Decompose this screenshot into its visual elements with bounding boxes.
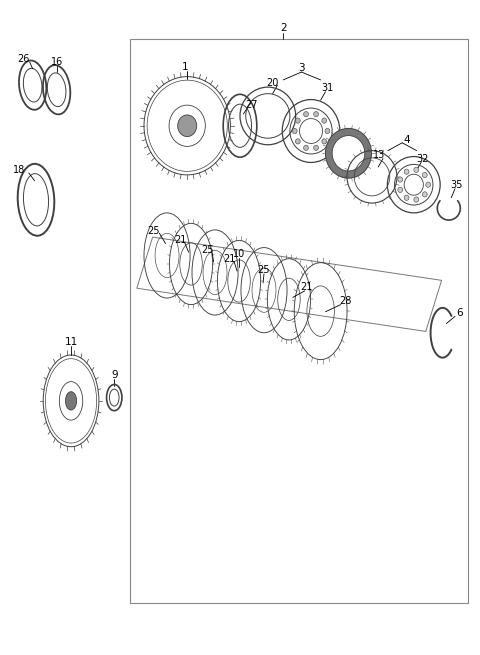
Ellipse shape: [295, 118, 300, 123]
Ellipse shape: [322, 139, 327, 144]
Text: 20: 20: [266, 77, 279, 88]
Ellipse shape: [295, 139, 300, 144]
Text: 27: 27: [246, 100, 258, 110]
Text: 1: 1: [181, 62, 188, 72]
Text: 6: 6: [456, 308, 463, 318]
Text: 26: 26: [17, 54, 29, 64]
Text: 16: 16: [50, 57, 63, 67]
Ellipse shape: [426, 182, 431, 187]
Text: 25: 25: [257, 265, 269, 275]
Ellipse shape: [314, 145, 319, 151]
Ellipse shape: [332, 136, 365, 171]
Ellipse shape: [325, 128, 372, 178]
Text: 4: 4: [404, 135, 410, 145]
Ellipse shape: [404, 195, 409, 200]
Ellipse shape: [398, 187, 403, 193]
Text: 35: 35: [451, 179, 463, 190]
Ellipse shape: [322, 118, 327, 123]
Ellipse shape: [422, 172, 427, 178]
Text: 21: 21: [223, 253, 236, 264]
Text: 2: 2: [280, 22, 287, 33]
Ellipse shape: [414, 197, 419, 202]
Ellipse shape: [178, 115, 197, 137]
Ellipse shape: [414, 167, 419, 172]
Text: 13: 13: [373, 150, 385, 160]
Text: 3: 3: [298, 63, 305, 73]
Text: 25: 25: [147, 225, 160, 236]
Ellipse shape: [303, 145, 308, 151]
Ellipse shape: [65, 392, 77, 410]
Text: 9: 9: [111, 369, 118, 380]
Ellipse shape: [314, 111, 319, 117]
Text: 31: 31: [321, 83, 334, 94]
Ellipse shape: [292, 128, 297, 134]
Text: 25: 25: [201, 245, 214, 255]
Ellipse shape: [303, 111, 308, 117]
Bar: [130, 39, 468, 603]
Ellipse shape: [398, 177, 403, 182]
Ellipse shape: [422, 192, 427, 197]
Text: 28: 28: [339, 296, 352, 307]
Ellipse shape: [404, 169, 409, 174]
Text: 21: 21: [174, 235, 186, 246]
Text: 11: 11: [64, 337, 78, 347]
Text: 18: 18: [13, 165, 25, 176]
Text: 21: 21: [300, 282, 312, 292]
Ellipse shape: [325, 128, 330, 134]
Text: 32: 32: [416, 153, 429, 164]
Text: 10: 10: [233, 249, 245, 259]
